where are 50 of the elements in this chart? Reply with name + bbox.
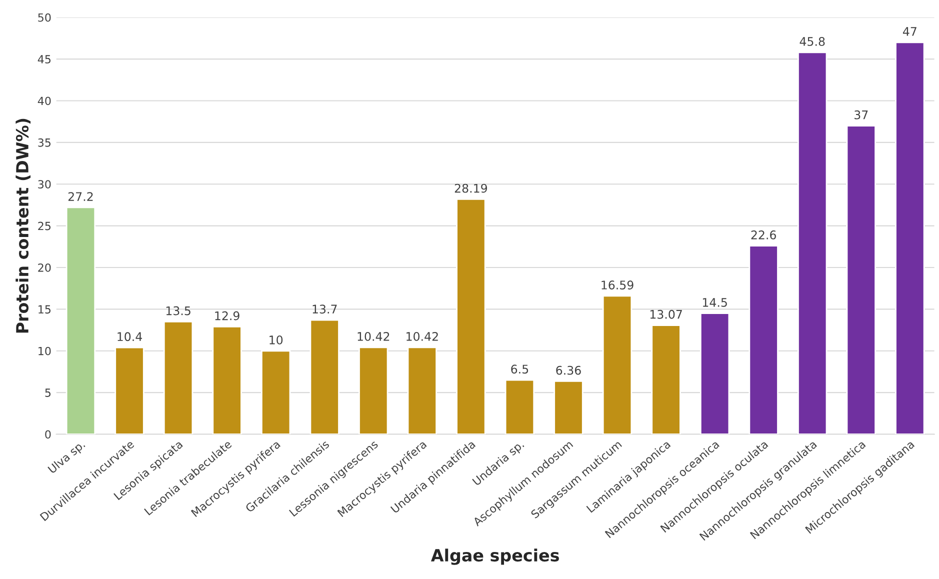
data-label: 16.59 bbox=[602, 280, 634, 290]
y-tick-label: 25 bbox=[38, 222, 51, 230]
bar bbox=[212, 326, 242, 434]
data-label: 47 bbox=[902, 27, 916, 36]
data-label: 10.42 bbox=[358, 332, 390, 341]
data-label: 22.6 bbox=[751, 230, 776, 240]
y-tick-label: 0 bbox=[45, 430, 51, 439]
data-label: 28.19 bbox=[454, 184, 488, 193]
data-label: 13.07 bbox=[650, 310, 682, 319]
data-label: 14.5 bbox=[702, 298, 727, 307]
bar bbox=[846, 125, 876, 434]
bar bbox=[748, 245, 778, 434]
x-tick-label: Ulva sp. bbox=[47, 440, 87, 476]
bar bbox=[602, 295, 632, 434]
y-axis-title: Protein content (DW%) bbox=[16, 118, 31, 333]
y-tick-label: 35 bbox=[38, 138, 51, 147]
data-label: 12.9 bbox=[215, 311, 240, 320]
bar bbox=[310, 319, 340, 434]
bar bbox=[114, 346, 144, 434]
bar bbox=[651, 324, 681, 434]
bar bbox=[504, 379, 535, 434]
data-label: 27.2 bbox=[68, 192, 93, 201]
bar bbox=[700, 312, 730, 434]
data-label: 6.36 bbox=[556, 366, 581, 375]
y-tick-label: 5 bbox=[45, 388, 51, 397]
data-label: 13.7 bbox=[312, 304, 337, 314]
data-label: 10.42 bbox=[406, 332, 438, 341]
bar bbox=[163, 320, 194, 434]
y-tick-label: 50 bbox=[38, 13, 51, 22]
bar bbox=[554, 380, 584, 434]
data-label: 13.5 bbox=[166, 306, 190, 316]
bar bbox=[260, 350, 291, 434]
data-label: 10 bbox=[270, 335, 283, 344]
data-label: 6.5 bbox=[511, 364, 528, 374]
bar bbox=[66, 206, 96, 434]
y-tick-label: 45 bbox=[38, 55, 51, 64]
bar bbox=[358, 346, 388, 434]
bar bbox=[798, 52, 828, 434]
data-label: 10.4 bbox=[118, 332, 142, 342]
y-tick-label: 10 bbox=[38, 346, 51, 356]
x-axis-title: Algae species bbox=[430, 548, 559, 565]
y-tick-label: 30 bbox=[38, 180, 51, 188]
data-label: 45.8 bbox=[800, 37, 825, 46]
bar bbox=[456, 198, 486, 434]
y-tick-label: 20 bbox=[38, 263, 51, 272]
bar bbox=[895, 42, 925, 434]
data-label: 37 bbox=[854, 110, 868, 120]
y-tick-label: 40 bbox=[38, 96, 51, 106]
bar bbox=[407, 346, 437, 434]
y-tick-label: 15 bbox=[38, 305, 51, 314]
